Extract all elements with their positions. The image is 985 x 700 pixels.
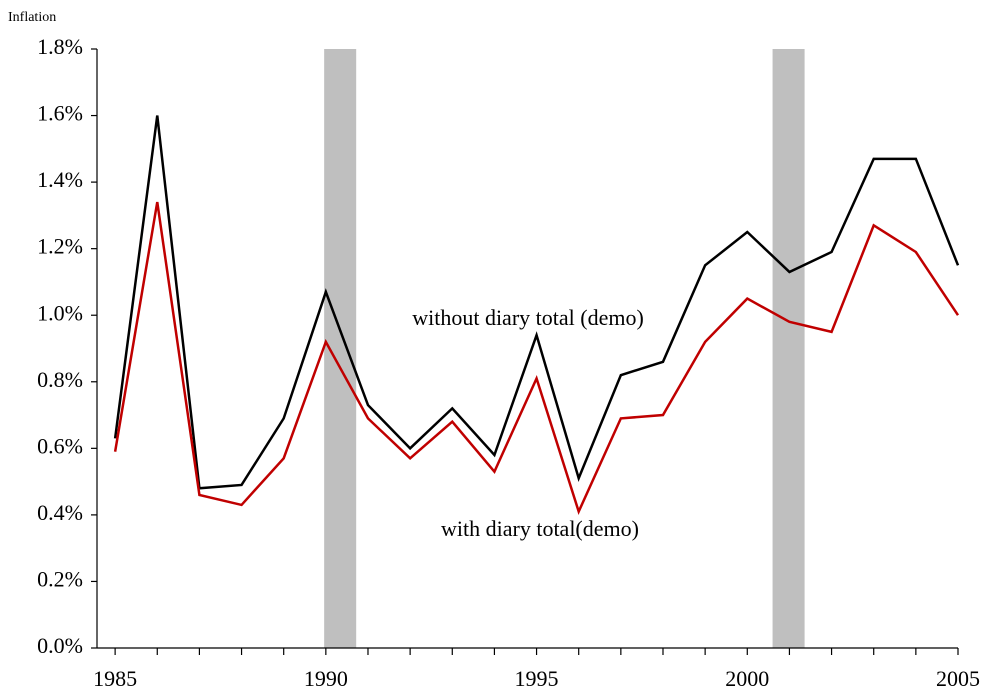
y-tick-label: 0.0% — [37, 633, 83, 658]
y-tick-label: 0.4% — [37, 500, 83, 525]
y-tick-label: 1.2% — [37, 234, 83, 259]
x-tick-label: 1990 — [304, 666, 348, 691]
series-line — [113, 115, 960, 490]
y-tick-label: 1.0% — [37, 300, 83, 325]
series-annotation: with diary total(demo) — [441, 516, 639, 541]
x-tick-label: 1985 — [93, 666, 137, 691]
series-annotation: without diary total (demo) — [412, 305, 644, 330]
x-tick-label: 2000 — [725, 666, 769, 691]
y-tick-label: 1.4% — [37, 167, 83, 192]
y-axis-label: Inflation — [8, 10, 56, 25]
y-tick-label: 1.8% — [37, 34, 83, 59]
y-tick-label: 1.6% — [37, 101, 83, 126]
shaded-region — [772, 49, 805, 648]
series-line — [113, 201, 960, 516]
x-tick-label: 1995 — [515, 666, 559, 691]
x-tick-label: 2005 — [936, 666, 980, 691]
y-tick-label: 0.8% — [37, 367, 83, 392]
y-tick-label: 0.6% — [37, 433, 83, 458]
y-tick-label: 0.2% — [37, 566, 83, 591]
